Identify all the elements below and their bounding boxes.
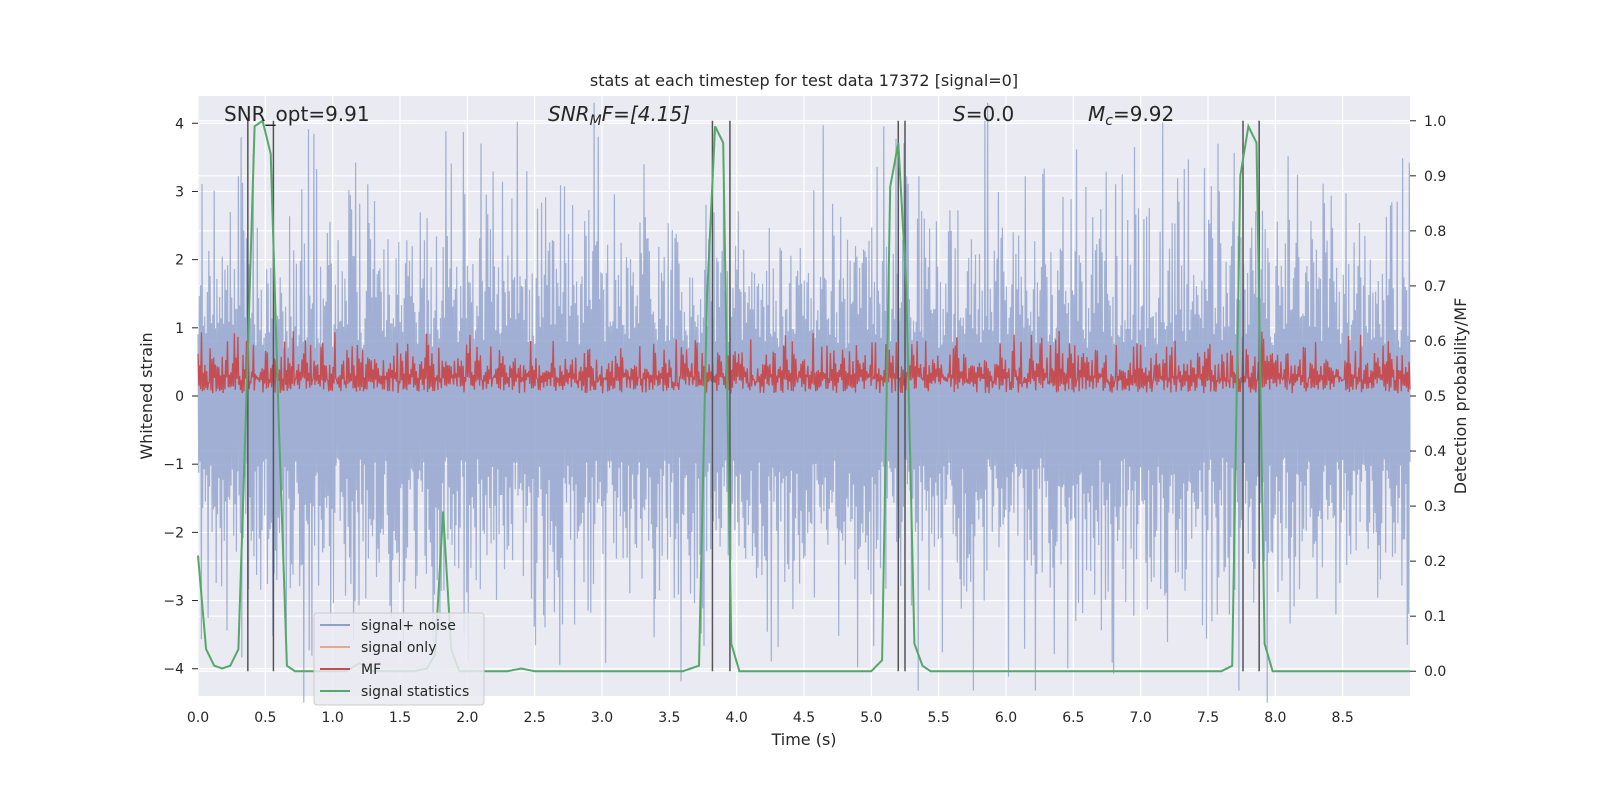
y-right-tick-label: 0.0 — [1424, 664, 1446, 680]
x-tick-label: 1.0 — [322, 710, 344, 726]
y-tick-label: −2 — [163, 525, 184, 541]
y-tick-label: −4 — [163, 662, 184, 678]
snr-mf-main: SNR — [548, 102, 590, 126]
y-right-axis-label: Detection probability/MF — [1451, 298, 1470, 495]
y-right-tick-label: 0.5 — [1424, 389, 1446, 405]
snr-mf-annotation: SNRMF=[4.15] — [548, 102, 690, 129]
legend-label-signal-statistics: signal statistics — [361, 684, 469, 700]
x-tick-label: 2.0 — [456, 710, 478, 726]
y-right-tick-label: 0.1 — [1424, 609, 1446, 625]
x-tick-labels: 0.0 0.5 1.0 1.5 2.0 2.5 3.0 3.5 4.0 4.5 5.0 5.5 6.0 6… — [187, 710, 1354, 726]
y-right-tick-label: 0.9 — [1424, 169, 1446, 185]
x-tick-label: 8.0 — [1264, 710, 1286, 726]
x-tick-label: 8.5 — [1332, 710, 1354, 726]
y-right-tick-label: 0.7 — [1424, 279, 1446, 295]
x-tick-label: 3.5 — [658, 710, 680, 726]
s-rest: =0.0 — [966, 102, 1015, 126]
y-right-tick-label: 0.6 — [1424, 334, 1446, 350]
y-right-tick-label: 0.8 — [1424, 224, 1446, 240]
y-tick-label: −1 — [163, 457, 184, 473]
mc-main: M — [1088, 102, 1105, 126]
y-right-tick-label: 0.4 — [1424, 444, 1446, 460]
x-tick-label: 5.5 — [928, 710, 950, 726]
x-tick-label: 7.0 — [1130, 710, 1152, 726]
x-tick-label: 4.5 — [793, 710, 815, 726]
x-tick-label: 0.5 — [254, 710, 276, 726]
y-right-tick-label: 0.3 — [1424, 499, 1446, 515]
signal-statistics-series — [197, 119, 1410, 673]
mc-rest: =9.92 — [1113, 102, 1174, 126]
mf-line — [197, 330, 1411, 394]
y-tick-label: −3 — [163, 594, 184, 610]
x-tick-label: 1.5 — [389, 710, 411, 726]
x-tick-label: 2.5 — [524, 710, 546, 726]
mf-series — [197, 330, 1411, 394]
x-tick-label: 7.5 — [1197, 710, 1219, 726]
x-tick-label: 0.0 — [187, 710, 209, 726]
y-right-tick-label: 0.2 — [1424, 554, 1446, 570]
snr-opt-annotation: SNR_opt=9.91 — [224, 102, 370, 126]
s-main: S — [953, 102, 966, 126]
y-tick-label: 2 — [175, 253, 184, 269]
legend-label-signal-only: signal only — [361, 640, 436, 656]
x-tick-label: 3.0 — [591, 710, 613, 726]
legend-label-mf: MF — [361, 662, 381, 678]
y-tick-label: 3 — [175, 184, 184, 200]
x-axis-label: Time (s) — [770, 730, 836, 749]
y-right-tick-labels: 1.0 0.9 0.8 0.7 0.6 0.5 0.4 0.3 0.2 0.1 0.0 — [1410, 114, 1446, 680]
y-tick-label: 4 — [175, 116, 184, 132]
mc-sub: c — [1105, 113, 1113, 129]
legend-label-signal-noise: signal+ noise — [361, 618, 456, 634]
legend-box — [313, 612, 485, 706]
legend: signal+ noise signal only MF signal stat… — [313, 612, 485, 706]
x-tick-label: 5.0 — [860, 710, 882, 726]
x-tick-label: 6.5 — [1062, 710, 1084, 726]
y-tick-label: 1 — [175, 321, 184, 337]
y-axis-label: Whitened strain — [137, 332, 156, 459]
s-annotation: S=0.0 — [953, 102, 1014, 126]
y-right-tick-label: 1.0 — [1424, 114, 1446, 130]
signal-statistics-line — [197, 119, 1410, 673]
y-tick-labels: 4 3 2 1 0 −1 −2 −3 −4 — [163, 116, 198, 678]
y-tick-label: 0 — [175, 389, 184, 405]
snr-mf-sub: M — [590, 113, 602, 129]
chart-title: stats at each timestep for test data 173… — [590, 71, 1018, 90]
x-tick-label: 6.0 — [995, 710, 1017, 726]
mc-annotation: Mc=9.92 — [1088, 102, 1174, 129]
x-tick-label: 4.0 — [726, 710, 748, 726]
snr-mf-rest: F=[4.15] — [602, 102, 690, 126]
